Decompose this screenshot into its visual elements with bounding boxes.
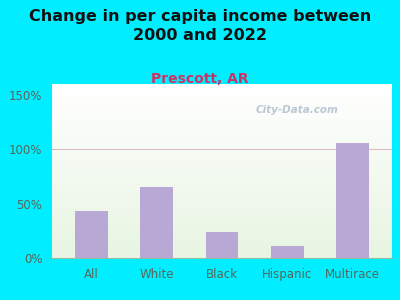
Bar: [271, 246, 304, 258]
Text: Change in per capita income between
2000 and 2022: Change in per capita income between 2000…: [29, 9, 371, 43]
Bar: [206, 232, 238, 258]
Text: Prescott, AR: Prescott, AR: [151, 72, 249, 86]
Bar: [336, 143, 369, 258]
Bar: [75, 211, 108, 258]
Bar: [140, 187, 173, 258]
Text: City-Data.com: City-Data.com: [256, 105, 338, 115]
